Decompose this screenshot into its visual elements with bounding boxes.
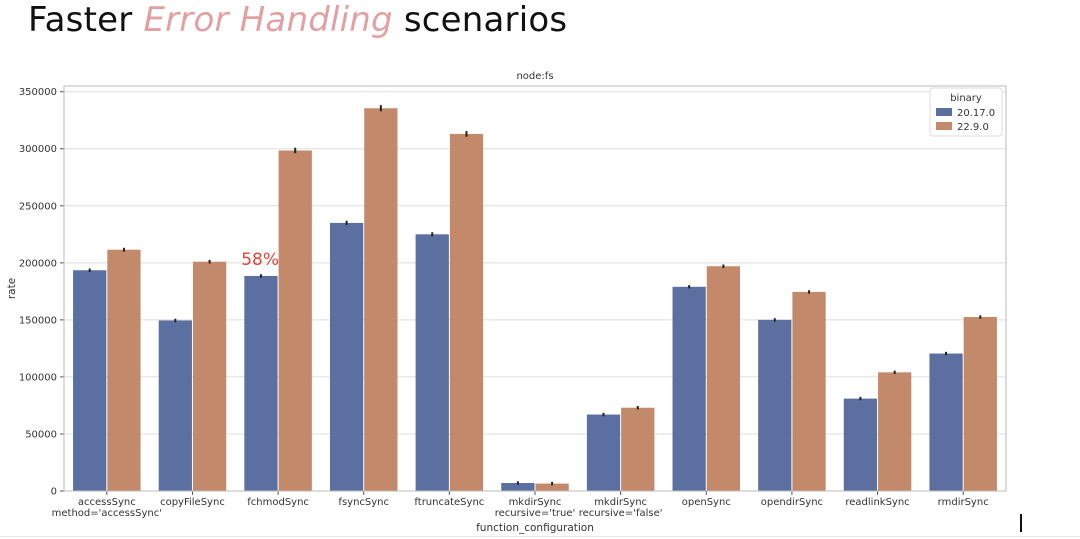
bar-20-17-0 (672, 286, 706, 491)
percent-annotation: 58% (241, 250, 279, 270)
text-cursor (1020, 514, 1022, 532)
x-tick-label: recursive='true' (495, 508, 575, 519)
legend-title: binary (950, 93, 982, 104)
legend-entry: 20.17.0 (957, 108, 995, 119)
y-tick-label: 50000 (25, 429, 57, 440)
x-tick-label: fsyncSync (338, 497, 389, 508)
bar-20-17-0 (415, 234, 449, 491)
bar-20-17-0 (158, 320, 192, 491)
bar-20-17-0 (929, 353, 963, 491)
bar-22-9-0 (878, 372, 912, 491)
y-tick-label: 250000 (19, 201, 57, 212)
chart-title: node:fs (516, 71, 553, 82)
legend-entry: 22.9.0 (957, 122, 989, 133)
y-tick-label: 350000 (19, 87, 57, 98)
bar-22-9-0 (792, 291, 826, 491)
y-tick-label: 0 (51, 487, 57, 498)
title-accent: Error Handling (143, 0, 393, 40)
legend-swatch (936, 108, 952, 116)
x-tick-label: copyFileSync (160, 497, 225, 508)
x-tick-label: accessSync (78, 497, 136, 508)
bar-20-17-0 (73, 270, 107, 491)
bar-22-9-0 (621, 407, 655, 491)
x-tick-label: readlinkSync (845, 497, 909, 508)
x-axis-label: function_configuration (476, 522, 594, 534)
bar-22-9-0 (278, 150, 312, 491)
bar-20-17-0 (501, 483, 535, 491)
title-suffix: scenarios (403, 0, 568, 40)
y-axis-label: rate (6, 278, 18, 299)
y-tick-label: 150000 (19, 315, 57, 326)
x-tick-label: method='accessSync' (52, 508, 162, 519)
bar-22-9-0 (192, 261, 227, 491)
slide-title: Faster Error Handling scenarios (28, 0, 567, 40)
bar-22-9-0 (535, 483, 569, 491)
bar-22-9-0 (963, 317, 997, 491)
x-tick-label: opendirSync (761, 497, 823, 508)
bar-22-9-0 (706, 266, 741, 491)
x-tick-label: mkdirSync (509, 497, 562, 508)
legend-swatch (936, 122, 952, 130)
x-tick-label: ftruncateSync (414, 497, 484, 508)
x-tick-label: rmdirSync (938, 497, 989, 508)
y-tick-label: 300000 (19, 144, 57, 155)
x-tick-label: recursive='false' (579, 508, 663, 519)
bar-20-17-0 (586, 414, 621, 491)
bar-20-17-0 (843, 398, 878, 491)
y-tick-label: 100000 (19, 372, 57, 383)
x-tick-label: fchmodSync (247, 497, 309, 508)
bar-22-9-0 (107, 249, 141, 491)
plot-frame (63, 85, 1007, 492)
bar-20-17-0 (329, 222, 364, 491)
bar-22-9-0 (364, 108, 398, 492)
title-prefix: Faster (28, 0, 133, 40)
bar-20-17-0 (244, 275, 278, 491)
bottom-divider (0, 536, 1080, 537)
y-tick-label: 200000 (19, 258, 57, 269)
bar-22-9-0 (449, 133, 484, 491)
x-tick-label: openSync (682, 497, 731, 508)
bar-20-17-0 (758, 319, 792, 491)
x-tick-label: mkdirSync (594, 497, 647, 508)
